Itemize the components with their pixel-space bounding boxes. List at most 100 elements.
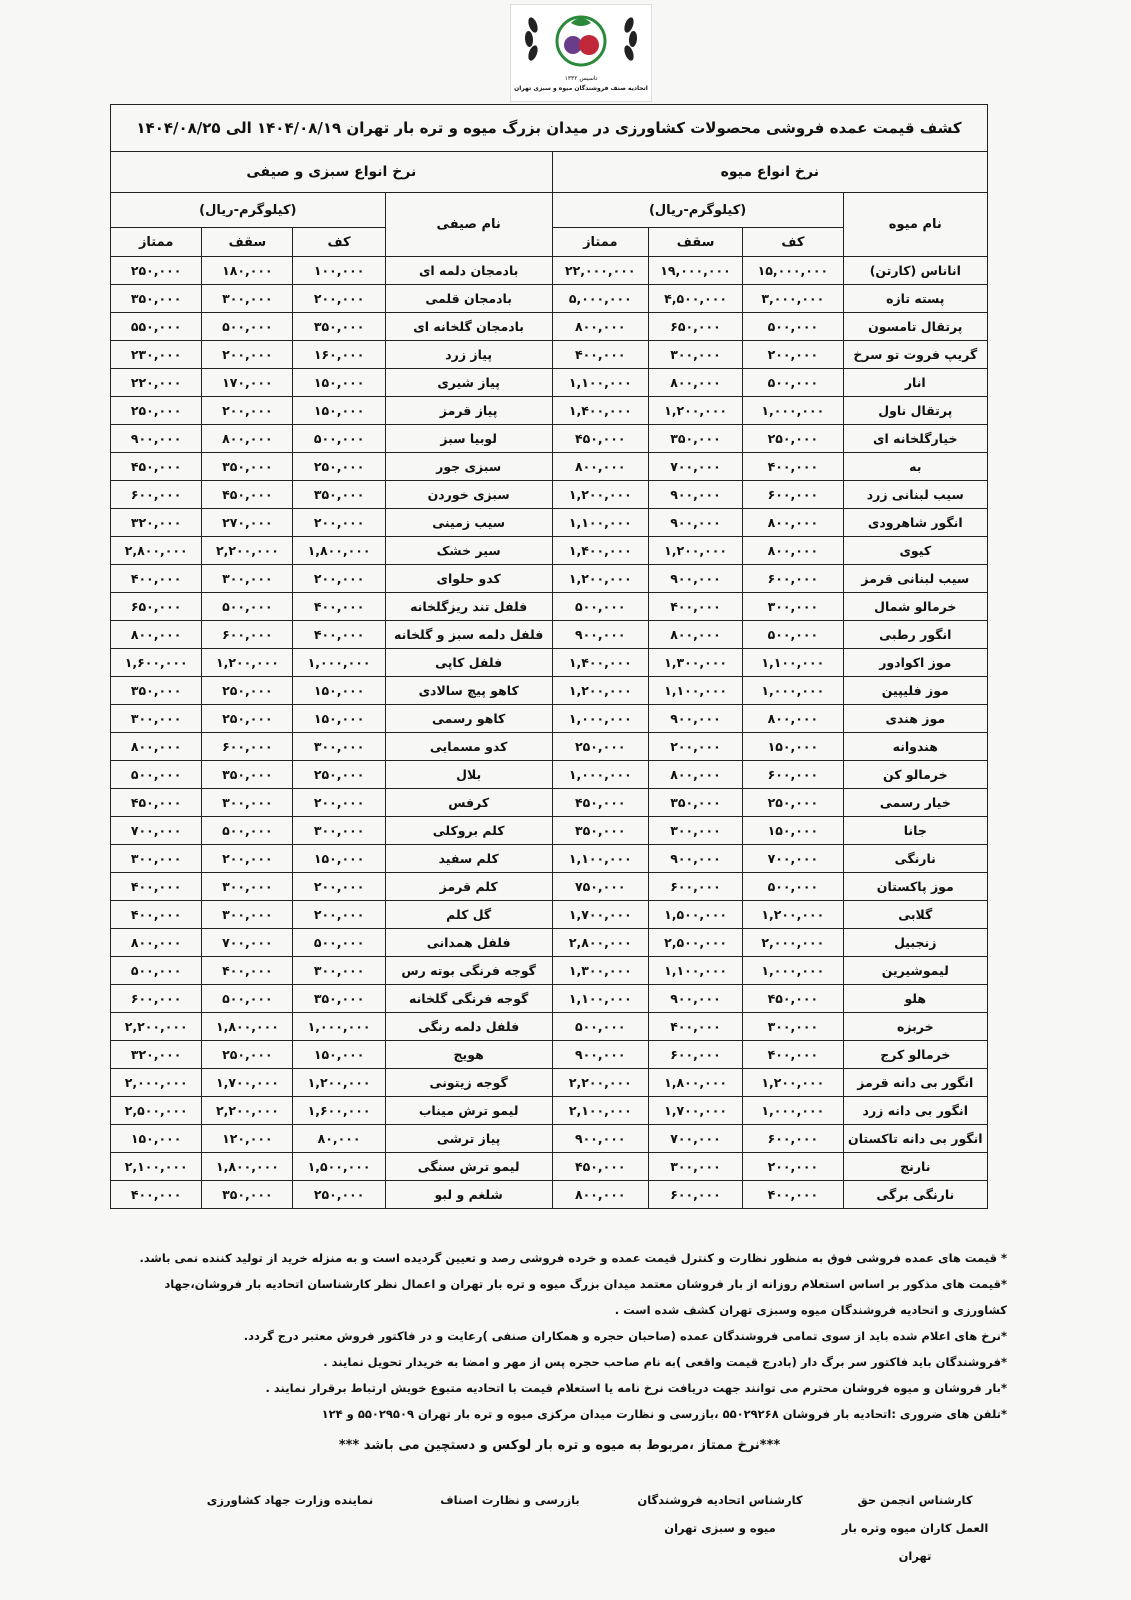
price-cell: ۲۳۰,۰۰۰ — [109, 340, 203, 369]
item-name: بادمجان دلمه ای — [384, 256, 553, 285]
table-row: خرمالو کرج ۴۰۰,۰۰۰ ۶۰۰,۰۰۰ ۹۰۰,۰۰۰ هویج ۱۵۰,۰… — [109, 1040, 989, 1069]
item-name: خیار رسمی — [842, 788, 989, 817]
price-cell: ۴۰۰,۰۰۰ — [742, 1040, 844, 1069]
price-cell: ۷۰۰,۰۰۰ — [742, 844, 844, 873]
price-cell: ۱,۷۰۰,۰۰۰ — [551, 900, 649, 929]
table-row: هلو ۴۵۰,۰۰۰ ۹۰۰,۰۰۰ ۱,۱۰۰,۰۰۰ گوجه فرنگی گلخ… — [109, 984, 989, 1013]
item-name: پرتقال ناول — [842, 396, 989, 425]
price-cell: ۸۰۰,۰۰۰ — [742, 704, 844, 733]
price-cell: ۲۵۰,۰۰۰ — [201, 1040, 294, 1069]
price-cell: ۳۵۰,۰۰۰ — [292, 984, 386, 1013]
price-cell: ۲۰۰,۰۰۰ — [292, 788, 386, 817]
price-cell: ۲۰۰,۰۰۰ — [292, 900, 386, 929]
price-cell: ۲,۰۰۰,۰۰۰ — [109, 1068, 203, 1097]
price-cell: ۱۹,۰۰۰,۰۰۰ — [647, 256, 744, 285]
item-name: موز فلیپین — [842, 676, 989, 705]
price-cell: ۱,۸۰۰,۰۰۰ — [292, 536, 386, 565]
price-cell: ۲,۲۰۰,۰۰۰ — [201, 1096, 294, 1125]
item-name: کرفس — [384, 788, 553, 817]
price-cell: ۱۷۰,۰۰۰ — [201, 368, 294, 397]
item-name: فلفل تند ریزگلخانه — [384, 592, 553, 621]
price-cell: ۵۰۰,۰۰۰ — [551, 1012, 649, 1041]
price-cell: ۵۰۰,۰۰۰ — [292, 424, 386, 453]
table-row: انگور شاهرودی ۸۰۰,۰۰۰ ۹۰۰,۰۰۰ ۱,۱۰۰,۰۰۰ سیب … — [109, 508, 989, 537]
table-row: موز پاکستان ۵۰۰,۰۰۰ ۶۰۰,۰۰۰ ۷۵۰,۰۰۰ کلم قرمز… — [109, 872, 989, 901]
price-cell: ۴۵۰,۰۰۰ — [551, 424, 649, 453]
price-cell: ۷۰۰,۰۰۰ — [109, 816, 203, 845]
price-cell: ۵۰۰,۰۰۰ — [742, 368, 844, 397]
item-name: شلغم و لبو — [384, 1180, 553, 1209]
price-cell: ۴,۵۰۰,۰۰۰ — [647, 284, 744, 313]
price-cell: ۲,۱۰۰,۰۰۰ — [109, 1152, 203, 1181]
item-name: پسته تازه — [842, 284, 989, 313]
price-cell: ۸۰۰,۰۰۰ — [742, 508, 844, 537]
price-cell: ۳۵۰,۰۰۰ — [647, 424, 744, 453]
price-cell: ۲,۸۰۰,۰۰۰ — [551, 928, 649, 957]
price-cell: ۱,۲۰۰,۰۰۰ — [742, 900, 844, 929]
price-cell: ۱,۲۰۰,۰۰۰ — [292, 1068, 386, 1097]
item-name: موز پاکستان — [842, 872, 989, 901]
notes: * قیمت های عمده فروشی فوق به منظور نظارت… — [112, 1245, 1008, 1427]
item-name: بادمجان گلخانه ای — [384, 312, 553, 341]
item-name: پرتقال تامسون — [842, 312, 989, 341]
table-row: زنجبیل ۲,۰۰۰,۰۰۰ ۲,۵۰۰,۰۰۰ ۲,۸۰۰,۰۰۰ فلفل هم… — [109, 928, 989, 957]
price-cell: ۲,۵۰۰,۰۰۰ — [647, 928, 744, 957]
price-cell: ۳۲۰,۰۰۰ — [109, 1040, 203, 1069]
price-cell: ۳۰۰,۰۰۰ — [201, 872, 294, 901]
price-cell: ۳۰۰,۰۰۰ — [292, 816, 386, 845]
table-row: انگور بی دانه زرد ۱,۰۰۰,۰۰۰ ۱,۷۰۰,۰۰۰ ۲,۱۰۰… — [109, 1096, 989, 1125]
signature-title: بازرسی و نظارت اصناف — [440, 1493, 580, 1507]
price-cell: ۱,۱۰۰,۰۰۰ — [647, 956, 744, 985]
price-cell: ۵۰۰,۰۰۰ — [109, 760, 203, 789]
price-cell: ۴۰۰,۰۰۰ — [109, 900, 203, 929]
price-cell: ۶۰۰,۰۰۰ — [201, 732, 294, 761]
price-cell: ۱۶۰,۰۰۰ — [292, 340, 386, 369]
price-cell: ۹۰۰,۰۰۰ — [109, 424, 203, 453]
table-row: پرتقال ناول ۱,۰۰۰,۰۰۰ ۱,۲۰۰,۰۰۰ ۱,۴۰۰,۰۰۰ پی… — [109, 396, 989, 425]
signature-title: کارشناس انجمن حق العمل کاران میوه وتره ب… — [841, 1493, 989, 1563]
item-name: اناناس (کارتن) — [842, 256, 989, 285]
group-header: نرخ انواع سبزی و صیفی — [110, 151, 553, 193]
price-cell: ۴۵۰,۰۰۰ — [109, 452, 203, 481]
item-name: سیب لبنانی قرمز — [842, 564, 989, 593]
price-cell: ۱,۲۰۰,۰۰۰ — [647, 536, 744, 565]
title: کشف قیمت عمده فروشی محصولات کشاورزی در م… — [110, 104, 988, 152]
item-name: به — [842, 452, 989, 481]
price-cell: ۵۰۰,۰۰۰ — [201, 984, 294, 1013]
price-cell: ۴۰۰,۰۰۰ — [292, 620, 386, 649]
item-name: پیاز شیری — [384, 368, 553, 397]
price-cell: ۹۰۰,۰۰۰ — [647, 508, 744, 537]
price-cell: ۲۵۰,۰۰۰ — [742, 788, 844, 817]
note: *نرخ های اعلام شده باید از سوی تمامی فرو… — [243, 1329, 1007, 1343]
price-cell: ۱,۲۰۰,۰۰۰ — [551, 480, 649, 509]
price-cell: ۲۵۰,۰۰۰ — [292, 1180, 386, 1209]
note: * قیمت های عمده فروشی فوق به منظور نظارت… — [139, 1251, 1008, 1265]
price-cell: ۷۵۰,۰۰۰ — [551, 872, 649, 901]
price-cell: ۶۰۰,۰۰۰ — [647, 1040, 744, 1069]
price-cell: ۸۰۰,۰۰۰ — [551, 312, 649, 341]
price-cell: ۵۰۰,۰۰۰ — [201, 816, 294, 845]
unit-header: (کیلوگرم-ریال) — [551, 192, 844, 228]
table-row: خیار رسمی ۲۵۰,۰۰۰ ۳۵۰,۰۰۰ ۴۵۰,۰۰۰ کرفس ۲۰۰,۰۰… — [109, 788, 989, 817]
item-name: کلم قرمز — [384, 872, 553, 901]
price-cell: ۹۰۰,۰۰۰ — [647, 984, 744, 1013]
price-cell: ۸۰۰,۰۰۰ — [647, 760, 744, 789]
price-cell: ۳۰۰,۰۰۰ — [292, 732, 386, 761]
price-cell: ۵۰۰,۰۰۰ — [201, 592, 294, 621]
price-cell: ۲۵۰,۰۰۰ — [201, 704, 294, 733]
price-cell: ۳۵۰,۰۰۰ — [551, 816, 649, 845]
price-cell: ۲۰۰,۰۰۰ — [201, 396, 294, 425]
price-cell: ۸۰۰,۰۰۰ — [109, 732, 203, 761]
price-cell: ۲۰۰,۰۰۰ — [292, 872, 386, 901]
item-name: خرمالو کرج — [842, 1040, 989, 1069]
table-row: موز هندی ۸۰۰,۰۰۰ ۹۰۰,۰۰۰ ۱,۰۰۰,۰۰۰ کاهو رسمی… — [109, 704, 989, 733]
price-cell: ۵۰۰,۰۰۰ — [109, 956, 203, 985]
price-cell: ۲۷۰,۰۰۰ — [201, 508, 294, 537]
name-header: نام صیفی — [384, 192, 553, 257]
price-cell: ۳۰۰,۰۰۰ — [109, 844, 203, 873]
table-row: انگور رطبی ۵۰۰,۰۰۰ ۸۰۰,۰۰۰ ۹۰۰,۰۰۰ فلفل دلمه… — [109, 620, 989, 649]
price-cell: ۲۵۰,۰۰۰ — [742, 424, 844, 453]
price-cell: ۱۵۰,۰۰۰ — [292, 844, 386, 873]
logo-emblem — [524, 15, 638, 67]
price-cell: ۱,۰۰۰,۰۰۰ — [292, 1012, 386, 1041]
